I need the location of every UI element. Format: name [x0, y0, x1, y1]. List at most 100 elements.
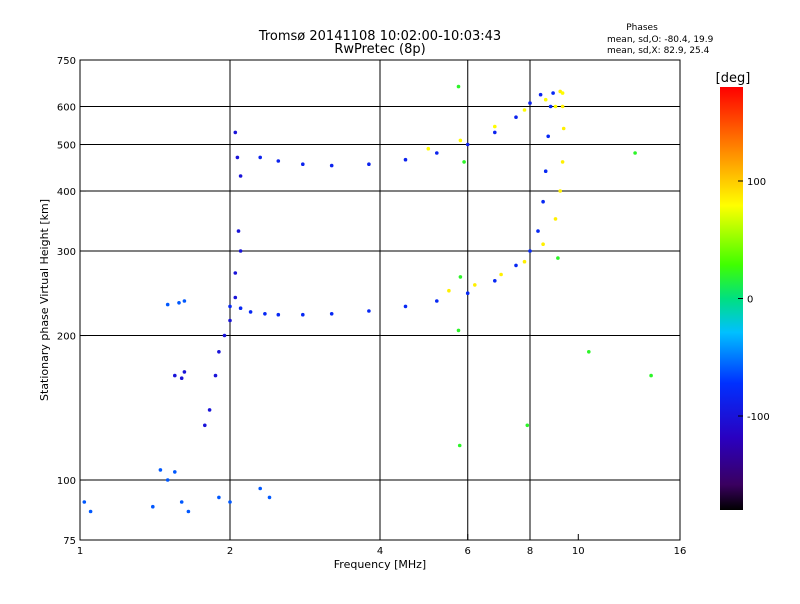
data-point-spread-F [233, 130, 238, 135]
y-axis-label: Stationary phase Virtual Height [km] [38, 199, 51, 401]
data-point-spread-F [207, 408, 212, 412]
y-tick-label: 75 [63, 536, 76, 547]
data-point-x-F2 [426, 146, 431, 151]
colorbar [720, 87, 743, 510]
data-point-low [258, 486, 263, 491]
data-point-spread-F [217, 350, 221, 354]
data-point-o [546, 134, 550, 139]
data-point-o-F2 [493, 130, 497, 135]
data-point-o [435, 299, 439, 303]
data-point-o [536, 229, 540, 233]
data-point-o [548, 104, 553, 109]
data-point-low [182, 299, 187, 303]
colorbar-tick-label: 0 [747, 295, 753, 306]
data-point-low [165, 478, 170, 482]
data-point-spread-F [235, 155, 240, 160]
data-point-low [177, 301, 181, 305]
x-tick-label: 8 [527, 546, 533, 557]
data-point-low [82, 500, 87, 504]
data-point-o [276, 312, 281, 317]
y-tick-label: 500 [57, 141, 76, 152]
data-point-isolated [462, 160, 466, 164]
data-point-low [217, 495, 221, 500]
data-point-isolated [456, 84, 461, 89]
data-point-o-F2 [528, 101, 532, 105]
data-point-isolated [457, 443, 462, 448]
data-point-x [560, 160, 565, 164]
data-point-o [263, 312, 267, 316]
data-point-x-F2 [458, 138, 463, 143]
data-point-x [499, 272, 503, 277]
data-point-o-F2 [435, 151, 439, 155]
data-point-o [228, 304, 232, 309]
x-tick-label: 1 [77, 546, 83, 557]
data-point-o [301, 312, 305, 317]
data-point-o [403, 304, 408, 309]
data-point-isolated [649, 373, 653, 378]
data-point-spread-F [182, 370, 187, 374]
y-tick-label: 300 [57, 247, 76, 258]
data-point-spread-F [233, 271, 238, 275]
data-point-spread-F [203, 423, 207, 428]
data-point-o-F2 [465, 142, 470, 147]
x-tick-label: 4 [377, 546, 383, 557]
x-tick-label: 10 [572, 546, 585, 557]
chart-subtitle: RwPretec (8p) [334, 42, 425, 57]
data-point-low [186, 509, 191, 514]
data-point-spread-F [238, 249, 243, 253]
data-point-low [165, 302, 170, 307]
data-point-o [493, 279, 497, 283]
data-point-spread-F [213, 373, 218, 378]
data-point-x [561, 126, 566, 131]
data-point-o [551, 91, 555, 95]
data-point-o [329, 312, 334, 316]
data-point-isolated [525, 423, 530, 428]
data-point-x [447, 288, 451, 293]
data-point-o-F2 [276, 159, 281, 163]
data-point-o [514, 263, 518, 268]
data-point-isolated [633, 151, 637, 155]
data-point-x-F2 [553, 104, 558, 109]
colorbar-ticks: -100 0 100 [738, 177, 770, 423]
data-point-o [528, 249, 532, 253]
y-tick-label: 400 [57, 187, 76, 198]
data-point-o [541, 199, 545, 204]
data-point-o-F2 [329, 163, 334, 168]
data-point-o-F2 [258, 155, 263, 160]
data-point-spread-F [173, 373, 177, 378]
data-point-o [248, 310, 253, 314]
data-point-spread-F [222, 333, 227, 338]
data-point-x [553, 217, 558, 221]
data-point-x-F2 [543, 97, 548, 102]
y-tick-label: 100 [57, 476, 76, 487]
phase-info-heading: Phases [626, 23, 658, 33]
data-point-low [179, 500, 184, 504]
data-point-o [543, 169, 548, 173]
data-point-o-F2 [301, 162, 305, 166]
data-point-o-F2 [403, 157, 408, 162]
phase-info-o: mean, sd,O: -80.4, 19.9 [607, 35, 714, 45]
data-point-spread-F [228, 318, 232, 323]
data-point-isolated [556, 256, 560, 260]
y-tick-label: 200 [57, 332, 76, 343]
x-tick-label: 2 [227, 546, 233, 557]
data-point-x [558, 189, 562, 193]
data-point-x-F2 [493, 124, 497, 129]
x-tick-label: 6 [465, 546, 471, 557]
phase-info-x: mean, sd,X: 82.9, 25.4 [607, 46, 710, 56]
tick-layer: 1 2 4 6 8 10 16 75 100 200 300 400 500 600 750 [57, 56, 686, 557]
data-point-low [267, 495, 272, 500]
data-point-isolated [456, 328, 461, 333]
data-point-low [88, 509, 93, 514]
data-point-x [560, 104, 565, 109]
data-point-o-F2 [538, 92, 543, 97]
data-point-x [541, 242, 545, 246]
data-point-isolated [587, 350, 591, 354]
data-point-o-F2 [367, 162, 371, 166]
data-point-low [173, 470, 177, 474]
y-tick-label: 600 [57, 103, 76, 114]
data-point-isolated [458, 275, 463, 279]
data-point-o [465, 291, 470, 296]
